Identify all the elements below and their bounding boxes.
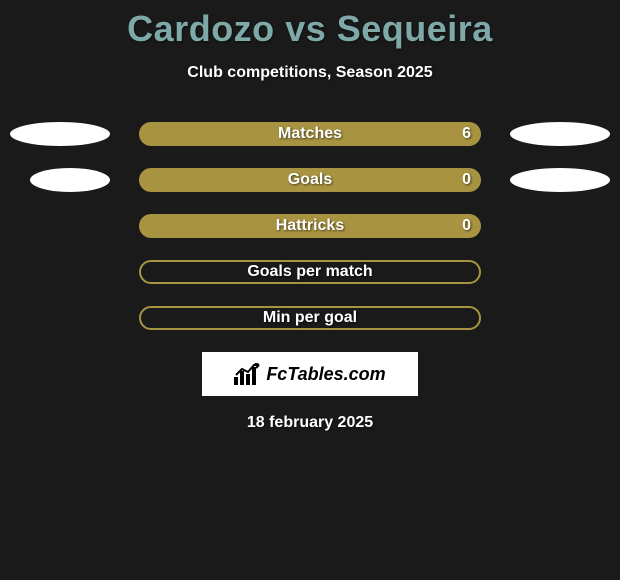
- stat-row: Goals per match: [0, 260, 620, 284]
- stat-label: Min per goal: [263, 306, 357, 330]
- stat-value: 6: [462, 122, 471, 146]
- date-text: 18 february 2025: [0, 414, 620, 432]
- subtitle: Club competitions, Season 2025: [0, 64, 620, 82]
- player1-name: Cardozo: [127, 8, 275, 49]
- stat-value: 0: [462, 168, 471, 192]
- stat-label: Matches: [278, 122, 342, 146]
- player2-name: Sequeira: [337, 8, 493, 49]
- right-ellipse: [510, 168, 610, 192]
- stat-label: Goals: [288, 168, 332, 192]
- stat-bar: Matches 6: [139, 122, 481, 146]
- left-ellipse: [30, 168, 110, 192]
- stat-row: Matches 6: [0, 122, 620, 146]
- vs-text: vs: [285, 8, 326, 49]
- page-title: Cardozo vs Sequeira: [0, 0, 620, 50]
- stat-row: Min per goal: [0, 306, 620, 330]
- stat-bar: Goals 0: [139, 168, 481, 192]
- chart-icon: [234, 363, 260, 385]
- right-ellipse: [510, 122, 610, 146]
- stat-label: Hattricks: [276, 214, 344, 238]
- stat-bar: Min per goal: [139, 306, 481, 330]
- logo-text: FcTables.com: [266, 364, 385, 385]
- stat-bar: Hattricks 0: [139, 214, 481, 238]
- stat-rows: Matches 6 Goals 0 Hattricks 0 Goals per match M…: [0, 122, 620, 330]
- left-ellipse: [10, 122, 110, 146]
- stat-row: Goals 0: [0, 168, 620, 192]
- logo-box: FcTables.com: [202, 352, 418, 396]
- stat-row: Hattricks 0: [0, 214, 620, 238]
- stat-bar: Goals per match: [139, 260, 481, 284]
- stat-value: 0: [462, 214, 471, 238]
- stat-label: Goals per match: [247, 260, 372, 284]
